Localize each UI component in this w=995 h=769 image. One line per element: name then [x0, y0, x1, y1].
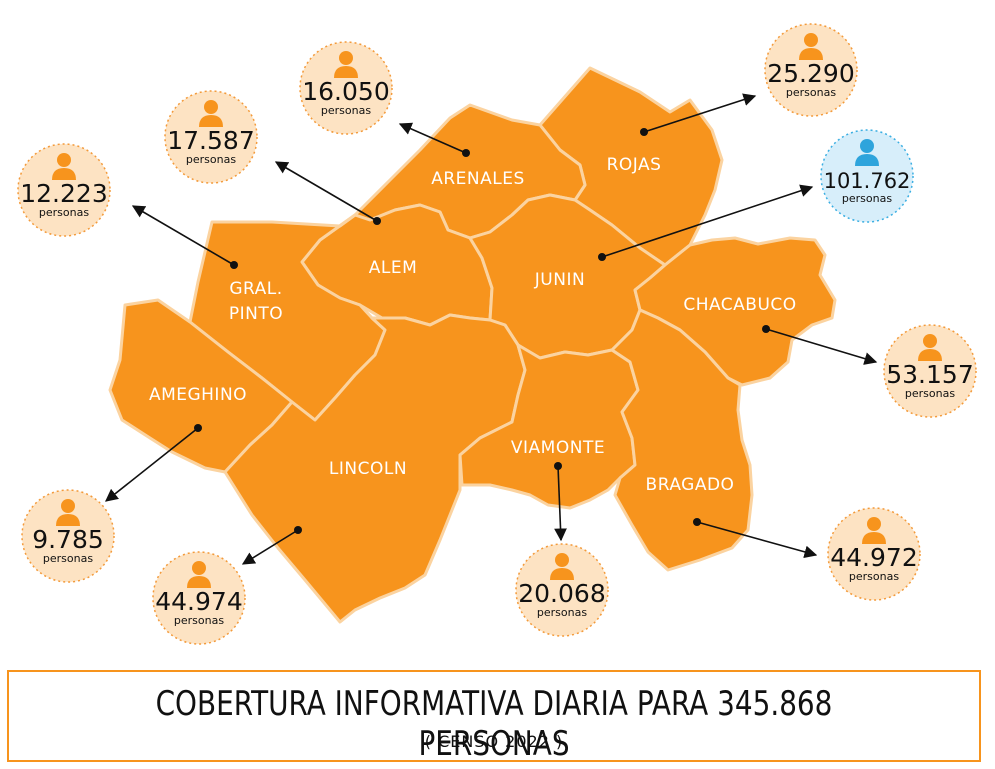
population-value: 44.974 — [155, 587, 242, 616]
connector-arenales — [398, 122, 470, 157]
bubble-circle — [21, 489, 115, 583]
bubble-circle — [299, 41, 393, 135]
person-icon — [334, 51, 358, 78]
population-value: 101.762 — [824, 169, 911, 193]
population-bubbles: 16.050personas25.290personas17.587person… — [17, 23, 977, 645]
district-labels: ARENALES ROJAS ALEM JUNIN GRAL. PINTO CHA… — [149, 155, 796, 495]
label-gral-pinto-line: GRAL. — [229, 279, 282, 299]
person-icon — [52, 153, 76, 180]
connector-viamonte — [554, 462, 567, 542]
label-gral-pinto: GRAL. PINTO — [229, 279, 283, 324]
bubble-circle — [164, 90, 258, 184]
population-value: 25.290 — [767, 59, 854, 88]
person-icon — [855, 139, 879, 166]
connector-ameghino — [104, 424, 202, 502]
person-icon — [918, 334, 942, 361]
connector-bragado — [693, 518, 818, 559]
footer-title: COBERTURA INFORMATIVA DIARIA PARA 345.86… — [155, 684, 833, 764]
label-bragado: BRAGADO — [646, 475, 735, 495]
label-viamonte: VIAMONTE — [511, 438, 605, 458]
label-chacabuco: CHACABUCO — [683, 295, 796, 315]
footer-banner: COBERTURA INFORMATIVA DIARIA PARA 345.86… — [7, 670, 981, 764]
population-unit: personas — [321, 104, 371, 117]
population-unit: personas — [849, 570, 899, 583]
population-unit: personas — [43, 552, 93, 565]
bubble-circle — [152, 551, 246, 645]
population-value: 16.050 — [302, 77, 389, 106]
population-value: 53.157 — [886, 360, 973, 389]
connector-gral-pinto — [131, 205, 238, 269]
person-icon — [187, 561, 211, 588]
bubble-circle — [820, 129, 914, 223]
connectors — [104, 93, 878, 565]
connector-lincoln — [241, 526, 302, 565]
bubble-circle — [515, 543, 609, 637]
connector-junin — [598, 184, 814, 261]
footer-subtitle: ( CENSO 2022 ) — [424, 732, 564, 751]
districts — [108, 66, 837, 624]
connector-rojas — [640, 93, 757, 136]
population-unit: personas — [39, 206, 89, 219]
label-rojas: ROJAS — [607, 155, 662, 175]
population-value: 44.972 — [830, 543, 917, 572]
label-alem: ALEM — [369, 258, 418, 278]
population-value: 17.587 — [167, 126, 254, 155]
person-icon — [56, 499, 80, 526]
label-lincoln: LINCOLN — [329, 459, 407, 479]
bubble-circle — [764, 23, 858, 117]
bubble-circle — [827, 507, 921, 601]
population-value: 20.068 — [518, 579, 605, 608]
label-ameghino: AMEGHINO — [149, 385, 247, 405]
person-icon — [862, 517, 886, 544]
connector-chacabuco — [762, 325, 878, 365]
population-unit: personas — [786, 86, 836, 99]
population-unit: personas — [537, 606, 587, 619]
district-bragado — [610, 308, 754, 572]
population-value: 9.785 — [32, 525, 104, 554]
bubble-circle — [883, 324, 977, 418]
label-junin: JUNIN — [534, 270, 585, 290]
label-arenales: ARENALES — [431, 169, 525, 189]
population-value: 12.223 — [20, 179, 107, 208]
connector-alem — [274, 161, 381, 225]
district-lincoln — [223, 313, 527, 624]
population-unit: personas — [186, 153, 236, 166]
population-unit: personas — [905, 387, 955, 400]
label-gral-pinto-line: PINTO — [229, 304, 283, 324]
person-icon — [799, 33, 823, 60]
population-unit: personas — [174, 614, 224, 627]
bubble-circle — [17, 143, 111, 237]
person-icon — [550, 553, 574, 580]
person-icon — [199, 100, 223, 127]
population-unit: personas — [842, 192, 892, 205]
